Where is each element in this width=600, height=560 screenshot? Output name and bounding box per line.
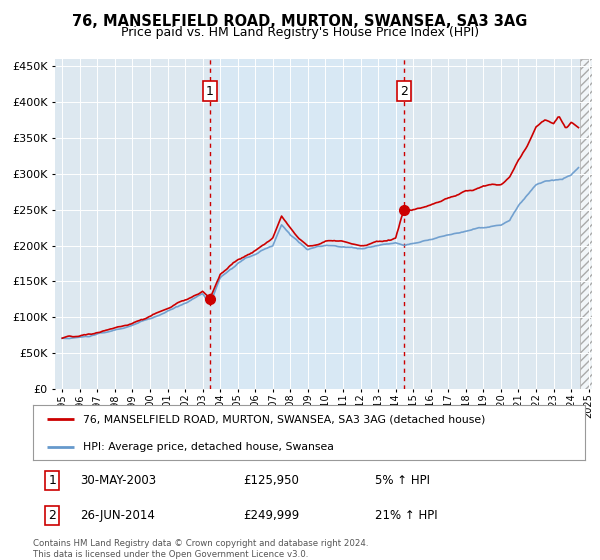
Text: 2: 2 xyxy=(49,509,56,522)
Text: 30-MAY-2003: 30-MAY-2003 xyxy=(80,474,156,487)
Text: 21% ↑ HPI: 21% ↑ HPI xyxy=(375,509,438,522)
Bar xyxy=(580,59,592,389)
Text: 26-JUN-2014: 26-JUN-2014 xyxy=(80,509,155,522)
Text: 1: 1 xyxy=(206,85,214,97)
Text: 1: 1 xyxy=(49,474,56,487)
Text: 76, MANSELFIELD ROAD, MURTON, SWANSEA, SA3 3AG (detached house): 76, MANSELFIELD ROAD, MURTON, SWANSEA, S… xyxy=(83,414,485,424)
Text: £249,999: £249,999 xyxy=(243,509,299,522)
Bar xyxy=(210,59,404,389)
Text: Price paid vs. HM Land Registry's House Price Index (HPI): Price paid vs. HM Land Registry's House … xyxy=(121,26,479,39)
Text: 5% ↑ HPI: 5% ↑ HPI xyxy=(375,474,430,487)
Text: Contains HM Land Registry data © Crown copyright and database right 2024.
This d: Contains HM Land Registry data © Crown c… xyxy=(33,539,368,559)
Text: £125,950: £125,950 xyxy=(243,474,299,487)
Text: HPI: Average price, detached house, Swansea: HPI: Average price, detached house, Swan… xyxy=(83,442,334,451)
Bar xyxy=(580,59,592,389)
Text: 76, MANSELFIELD ROAD, MURTON, SWANSEA, SA3 3AG: 76, MANSELFIELD ROAD, MURTON, SWANSEA, S… xyxy=(73,14,527,29)
Text: 2: 2 xyxy=(400,85,408,97)
